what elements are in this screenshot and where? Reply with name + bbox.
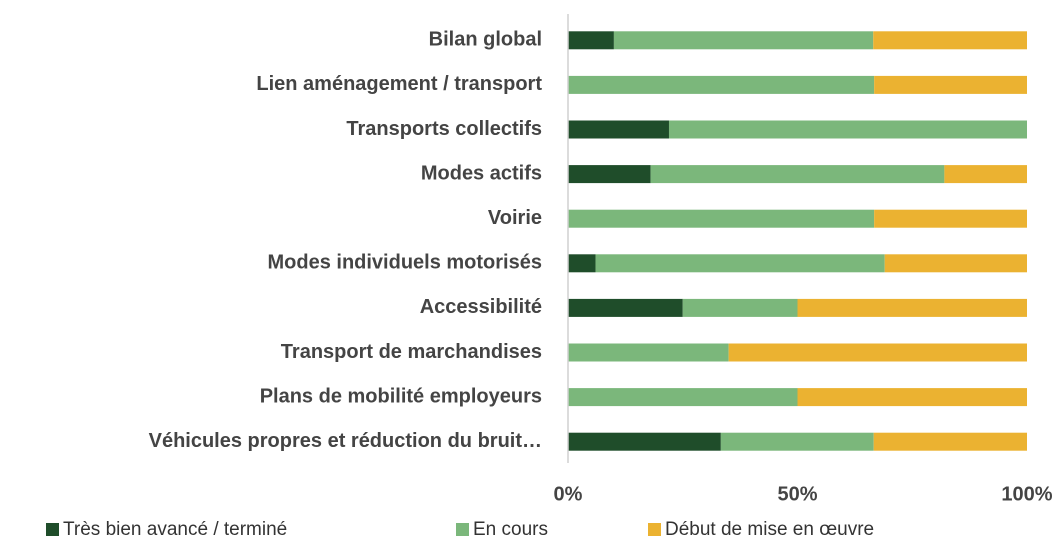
bar-segment: [595, 254, 885, 273]
legend-swatch: [456, 523, 469, 536]
bar-segment: [568, 31, 614, 50]
bar-segment: [650, 165, 945, 184]
bar-segment: [568, 120, 669, 139]
bar-segment: [797, 388, 1027, 407]
bar-segment: [568, 388, 798, 407]
x-tick-label: 50%: [777, 483, 817, 505]
category-label: Transport de marchandises: [281, 341, 542, 363]
bar-segment: [568, 165, 651, 184]
bar-segment: [728, 343, 1027, 362]
bar-segment: [668, 120, 1027, 139]
category-label: Véhicules propres et réduction du bruit…: [149, 430, 542, 452]
category-label: Lien aménagement / transport: [256, 73, 542, 95]
legend-swatch: [648, 523, 661, 536]
legend-label: En cours: [473, 519, 548, 540]
bar-segment: [884, 254, 1027, 273]
bar-segment: [874, 209, 1027, 228]
bar-segment: [568, 209, 875, 228]
bar-segment: [568, 432, 721, 451]
bar-segment: [613, 31, 874, 50]
bar-segment: [797, 298, 1027, 317]
bar-segment: [568, 75, 875, 94]
bar-segment: [873, 432, 1027, 451]
bar-segment: [720, 432, 874, 451]
bar-segment: [682, 298, 798, 317]
category-label: Voirie: [488, 207, 542, 229]
bar-segment: [568, 254, 596, 273]
bar-segment: [874, 75, 1027, 94]
bar-segment: [873, 31, 1027, 50]
x-tick-label: 100%: [1001, 483, 1052, 505]
category-label: Bilan global: [429, 29, 542, 51]
x-tick-label: 0%: [554, 483, 583, 505]
bar-segment: [568, 343, 729, 362]
category-label: Accessibilité: [420, 296, 542, 318]
legend-label: Très bien avancé / terminé: [63, 519, 287, 540]
legend-label: Début de mise en œuvre: [665, 519, 874, 540]
legend-swatch: [46, 523, 59, 536]
category-label: Plans de mobilité employeurs: [260, 385, 542, 407]
category-label: Transports collectifs: [346, 118, 542, 140]
category-label: Modes actifs: [421, 162, 542, 184]
bar-segment: [944, 165, 1027, 184]
bar-segment: [568, 298, 683, 317]
category-label: Modes individuels motorisés: [267, 252, 542, 274]
